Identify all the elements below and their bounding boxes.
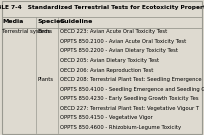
Text: OECD 227: Terrestrial Plant Test: Vegetative Vigour T: OECD 227: Terrestrial Plant Test: Vegeta… xyxy=(60,106,199,111)
Text: OPPTS 850.4100 - Seedling Emergence and Seedling G: OPPTS 850.4100 - Seedling Emergence and … xyxy=(60,87,204,92)
Text: OECD 206: Avian Reproduction Test: OECD 206: Avian Reproduction Test xyxy=(60,68,154,73)
Text: OPPTS 850.4230 - Early Seedling Growth Toxicity Tes: OPPTS 850.4230 - Early Seedling Growth T… xyxy=(60,96,199,101)
Text: OECD 208: Terrestrial Plant Test: Seedling Emergence: OECD 208: Terrestrial Plant Test: Seedli… xyxy=(60,77,202,82)
Text: Guideline: Guideline xyxy=(60,19,94,24)
Text: Terrestrial systems: Terrestrial systems xyxy=(2,29,53,34)
Text: OPPTS 850.2100 - Avian Acute Oral Toxicity Test: OPPTS 850.2100 - Avian Acute Oral Toxici… xyxy=(60,39,186,44)
Text: Species: Species xyxy=(38,19,65,24)
Text: Plants: Plants xyxy=(38,77,54,82)
Text: OPPTS 850.2200 - Avian Dietary Toxicity Test: OPPTS 850.2200 - Avian Dietary Toxicity … xyxy=(60,48,178,53)
Text: TABLE 7-4   Standardized Terrestrial Tests for Ecotoxicity Properties: TABLE 7-4 Standardized Terrestrial Tests… xyxy=(0,5,204,10)
Text: OECD 205: Avian Dietary Toxicity Test: OECD 205: Avian Dietary Toxicity Test xyxy=(60,58,159,63)
Text: Media: Media xyxy=(2,19,24,24)
Text: OPPTS 850.4600 - Rhizobium-Legume Toxicity: OPPTS 850.4600 - Rhizobium-Legume Toxici… xyxy=(60,125,181,130)
Text: OECD 223: Avian Acute Oral Toxicity Test: OECD 223: Avian Acute Oral Toxicity Test xyxy=(60,29,167,34)
Text: OPPTS 850.4150 - Vegetative Vigor: OPPTS 850.4150 - Vegetative Vigor xyxy=(60,115,153,120)
Text: Birds: Birds xyxy=(38,29,51,34)
